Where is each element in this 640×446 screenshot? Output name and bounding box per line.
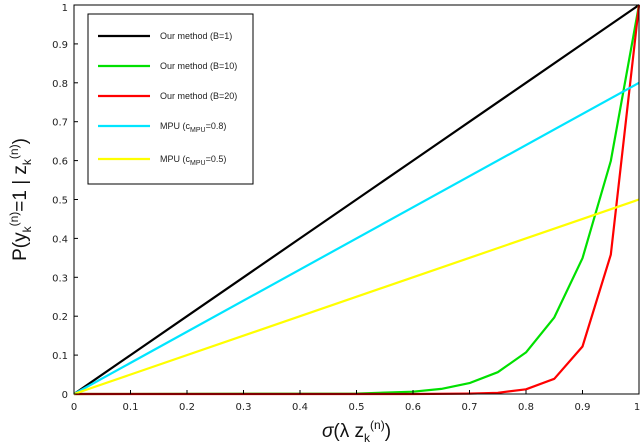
legend-label-3: MPU (cMPU=0.8) xyxy=(160,121,226,134)
x-tick-label: 0.2 xyxy=(179,402,195,413)
y-tick-label: 1 xyxy=(62,3,68,14)
y-axis-label: P(yk(n)=1 | zk(n)) xyxy=(7,138,34,261)
legend-label-4: MPU (cMPU=0.5) xyxy=(160,154,226,167)
ticks-layer: 0 0.1 0.2 0.3 0.4 0.5 0.6 0.7 0.8 0.9 1 0 0.1 0.2 0.3 0… xyxy=(52,3,640,413)
x-tick-label: 0.3 xyxy=(236,402,252,413)
x-tick-label: 0.4 xyxy=(292,402,308,413)
y-tick-label: 0.1 xyxy=(52,351,68,362)
x-tick-label: 1 xyxy=(634,402,640,413)
x-tick-label: 0.9 xyxy=(575,402,591,413)
x-tick-label: 0 xyxy=(71,402,77,413)
x-tick-label: 0.5 xyxy=(349,402,365,413)
legend-box xyxy=(87,13,254,185)
series-line-3 xyxy=(73,81,640,395)
x-axis-label: σ(λ zk(n)) xyxy=(322,418,391,445)
legend-label-1: Our method (B=10) xyxy=(160,61,237,71)
x-tick-label: 0.8 xyxy=(518,402,534,413)
y-tick-label: 0.3 xyxy=(52,273,68,284)
legend: Our method (B=1) Our method (B=10) Our met… xyxy=(87,13,254,185)
series-line-0 xyxy=(73,4,640,395)
y-tick-label: 0.6 xyxy=(52,157,68,168)
series-line-1 xyxy=(73,4,640,396)
y-tick-label: 0.5 xyxy=(52,196,68,207)
series-line-4 xyxy=(73,198,640,396)
legend-label-2: Our method (B=20) xyxy=(160,91,237,101)
y-tick-label: 0.4 xyxy=(52,234,68,245)
y-tick-label: 0.7 xyxy=(52,118,68,129)
y-tick-label: 0.9 xyxy=(52,40,68,51)
y-tick-label: 0.8 xyxy=(52,79,68,90)
legend-label-0: Our method (B=1) xyxy=(160,31,232,41)
y-tick-label: 0 xyxy=(62,390,68,401)
x-tick-label: 0.6 xyxy=(405,402,421,413)
x-tick-label: 0.7 xyxy=(462,402,478,413)
y-tick-label: 0.2 xyxy=(52,312,68,323)
x-tick-label: 0.1 xyxy=(123,402,139,413)
